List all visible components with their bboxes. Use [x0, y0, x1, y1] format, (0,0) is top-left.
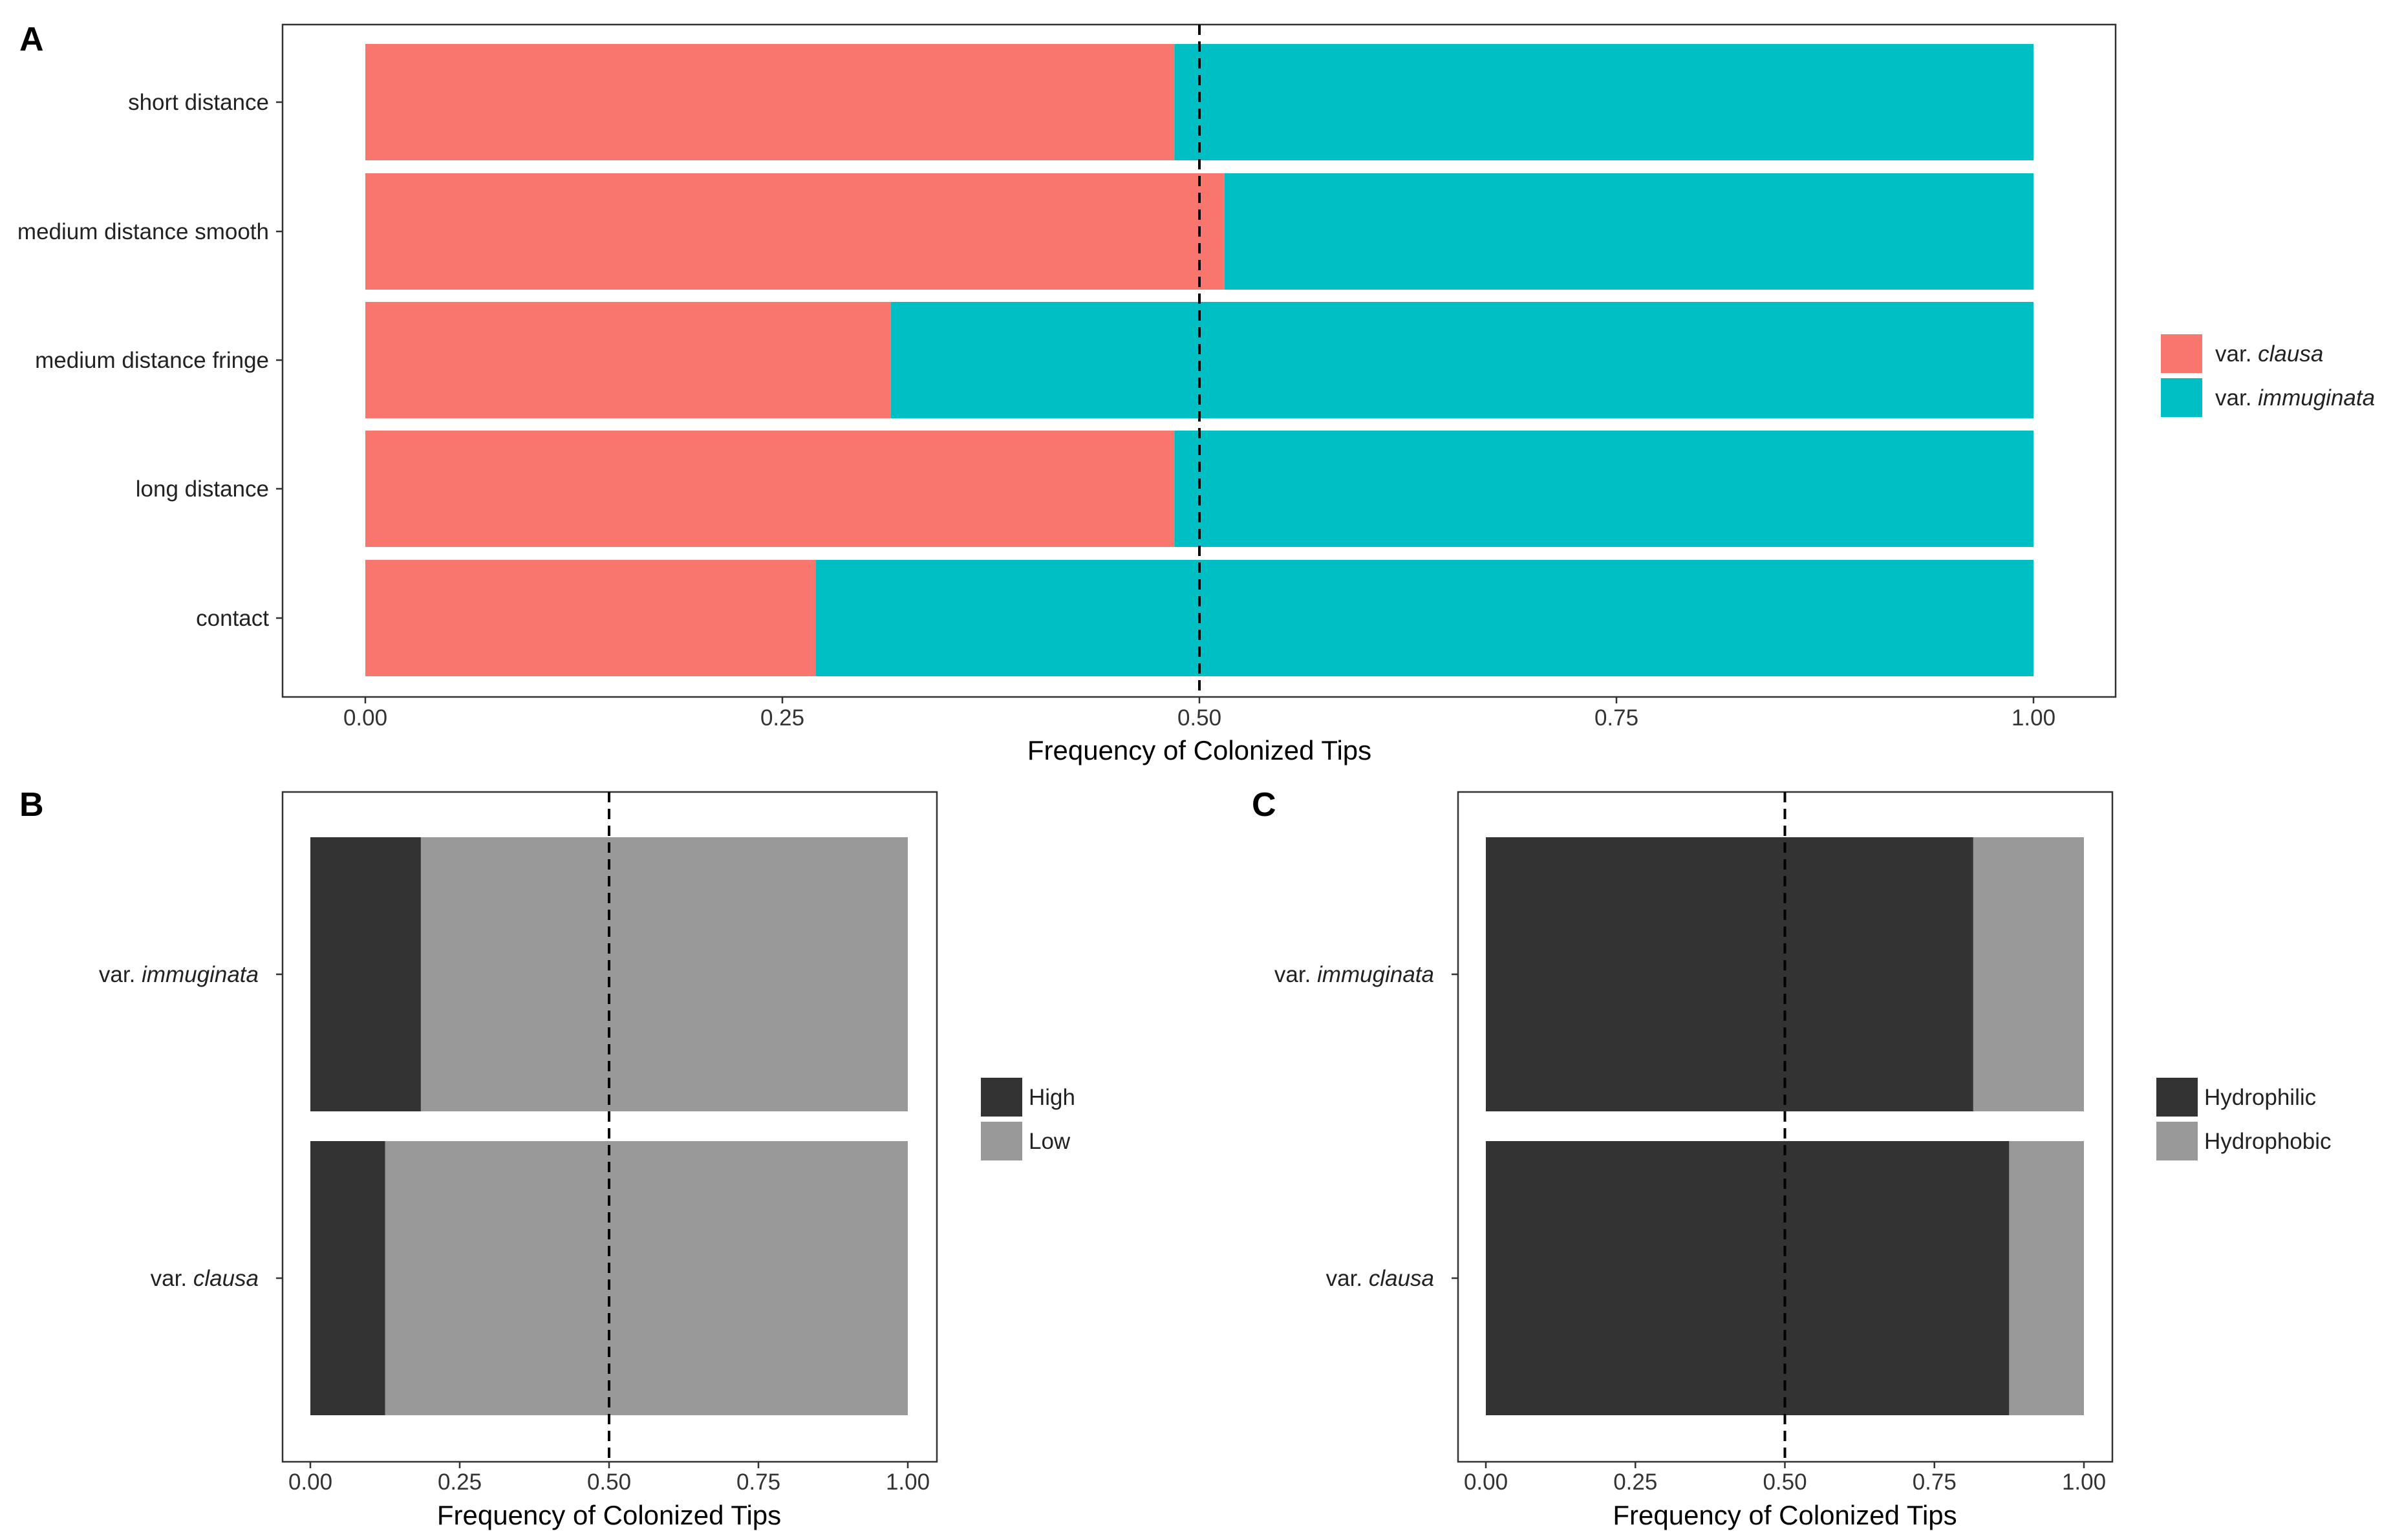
x-tick-label: 0.50	[1763, 1470, 1807, 1495]
bar-segment	[385, 1141, 908, 1415]
x-axis-title: Frequency of Colonized Tips	[437, 1500, 781, 1530]
category-label: var. clausa	[151, 1266, 259, 1291]
bar-segment	[1174, 431, 2033, 547]
legend-swatch	[981, 1122, 1022, 1160]
panel-label: C	[1252, 786, 1276, 824]
legend-swatch	[2156, 1078, 2198, 1117]
legend-swatch	[981, 1078, 1022, 1117]
x-tick-label: 0.25	[760, 705, 804, 731]
bar-segment	[815, 560, 2033, 676]
x-tick-label: 0.75	[736, 1470, 780, 1495]
panel-label: A	[19, 21, 44, 58]
bar-segment	[365, 431, 1175, 547]
bar-segment	[890, 302, 2033, 418]
bar-segment	[1973, 837, 2084, 1111]
bar-segment	[1224, 173, 2033, 290]
x-tick-label: 0.25	[438, 1470, 482, 1495]
category-label: medium distance fringe	[35, 348, 269, 373]
legend-swatch	[2161, 378, 2202, 417]
x-tick-label: 0.75	[1913, 1470, 1957, 1495]
legend-label: Hydrophobic	[2204, 1129, 2332, 1154]
x-tick-label: 0.50	[1177, 705, 1221, 731]
bar-segment	[365, 302, 891, 418]
x-tick-label: 0.75	[1594, 705, 1638, 731]
category-italic: clausa	[1369, 1266, 1434, 1291]
bar-segment	[365, 44, 1175, 160]
bar-segment	[365, 173, 1225, 290]
category-prefix: var.	[1326, 1266, 1362, 1291]
category-label: medium distance smooth	[17, 219, 269, 244]
category-prefix: var.	[99, 962, 135, 987]
category-label: long distance	[136, 476, 269, 502]
bar-segment	[1486, 1141, 2010, 1415]
legend-label: High	[1029, 1085, 1075, 1110]
bar-segment	[420, 837, 908, 1111]
x-tick-label: 0.25	[1613, 1470, 1657, 1495]
category-italic: immuginata	[1317, 962, 1434, 987]
category-label: var. clausa	[1326, 1266, 1434, 1291]
legend-label: var. clausa	[2215, 341, 2323, 367]
bar-segment	[310, 837, 421, 1111]
x-tick-label: 0.00	[343, 705, 387, 731]
category-label: contact	[196, 606, 269, 631]
bar-segment	[2009, 1141, 2084, 1415]
legend-italic: clausa	[2258, 341, 2323, 367]
legend-label: Hydrophilic	[2204, 1085, 2316, 1110]
bar-segment	[310, 1141, 385, 1415]
legend-swatch	[2161, 334, 2202, 373]
legend-label: Low	[1029, 1129, 1071, 1154]
legend-prefix: var.	[2215, 385, 2251, 411]
x-tick-label: 0.00	[288, 1470, 332, 1495]
x-axis-title: Frequency of Colonized Tips	[1613, 1500, 1957, 1530]
x-tick-label: 0.00	[1464, 1470, 1508, 1495]
legend-swatch	[2156, 1122, 2198, 1160]
x-tick-label: 1.00	[886, 1470, 930, 1495]
panel-label: B	[19, 786, 44, 824]
category-prefix: var.	[151, 1266, 187, 1291]
legend-prefix: var.	[2215, 341, 2251, 367]
category-prefix: var.	[1274, 962, 1311, 987]
category-label: var. immuginata	[99, 962, 259, 987]
x-tick-label: 0.50	[587, 1470, 631, 1495]
category-label: var. immuginata	[1274, 962, 1434, 987]
category-italic: immuginata	[142, 962, 259, 987]
x-tick-label: 1.00	[2062, 1470, 2106, 1495]
category-italic: clausa	[193, 1266, 259, 1291]
legend-italic: immuginata	[2258, 385, 2375, 411]
bar-segment	[365, 560, 816, 676]
legend-label: var. immuginata	[2215, 385, 2375, 411]
x-tick-label: 1.00	[2012, 705, 2055, 731]
bar-segment	[1486, 837, 1973, 1111]
x-axis-title: Frequency of Colonized Tips	[1027, 735, 1371, 765]
bar-segment	[1174, 44, 2033, 160]
category-label: short distance	[128, 90, 269, 115]
